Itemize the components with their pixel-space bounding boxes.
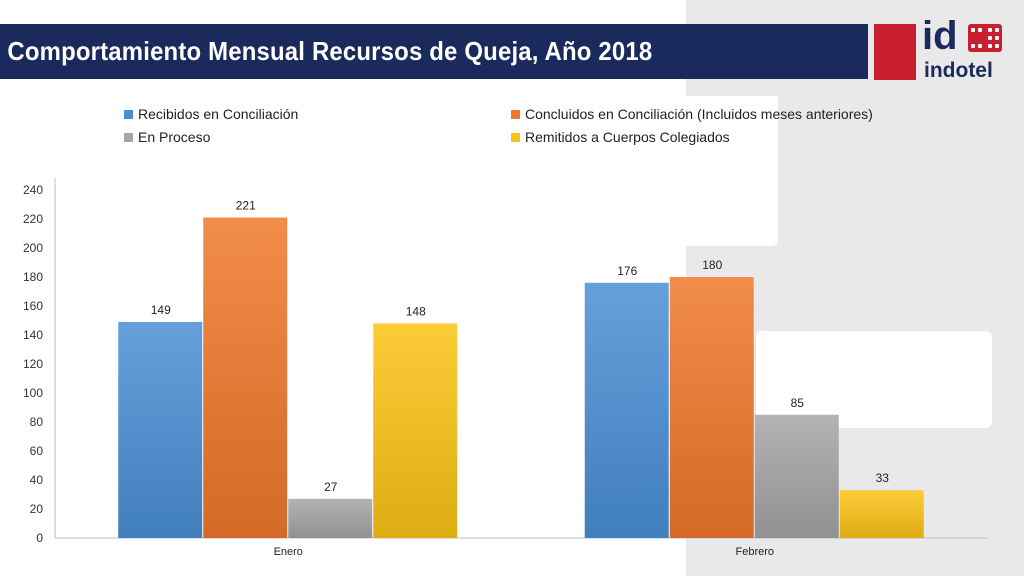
legend-label: En Proceso [138,129,211,145]
data-label: 149 [151,303,171,317]
y-tick-label: 140 [23,328,43,342]
data-label: 221 [236,199,256,213]
y-tick-label: 220 [23,212,43,226]
y-tick-label: 60 [30,444,44,458]
y-tick-label: 80 [30,415,44,429]
logo-red-block [874,24,916,80]
legend-item-en-proceso: En Proceso [124,129,210,145]
x-category-label: Febrero [735,546,774,558]
data-label: 180 [702,258,722,272]
data-label: 176 [617,264,637,278]
background-white-panel-mid [756,331,992,428]
y-tick-label: 100 [23,386,43,400]
indotel-logo: id indotel [922,16,1004,84]
background-white-panel-top [686,96,778,246]
y-tick-label: 0 [36,531,43,545]
y-tick-label: 40 [30,473,44,487]
data-label: 27 [324,480,338,494]
bar-enero-series-3 [373,323,458,538]
bar-febrero-series-2 [754,414,839,538]
x-category-label: Enero [274,546,303,558]
logo-keypad-icon [968,24,1002,52]
y-tick-label: 160 [23,299,43,313]
bar-enero-series-0 [118,321,203,538]
bar-enero-series-1 [203,217,288,539]
logo-mark: id [922,14,958,58]
legend-label: Concluidos en Conciliación (Incluidos me… [525,106,873,122]
legend-item-concluidos: Concluidos en Conciliación (Incluidos me… [511,106,873,122]
title-bar: Comportamiento Mensual Recursos de Queja… [0,24,868,79]
legend-item-remitidos: Remitidos a Cuerpos Colegiados [511,129,730,145]
data-label: 148 [406,304,426,318]
y-tick-label: 240 [23,183,43,197]
y-tick-label: 20 [30,502,44,516]
y-tick-label: 180 [23,270,43,284]
bar-febrero-series-0 [584,282,669,538]
bar-febrero-series-3 [839,490,924,538]
legend-label: Recibidos en Conciliación [138,106,299,122]
chart-legend: Recibidos en Conciliación Concluidos en … [0,104,1024,154]
bar-enero-series-2 [288,498,373,538]
bar-febrero-series-1 [669,277,754,538]
y-tick-label: 200 [23,241,43,255]
legend-item-recibidos: Recibidos en Conciliación [124,106,298,122]
data-label: 33 [876,471,890,485]
legend-swatch [511,109,520,119]
y-tick-label: 120 [23,357,43,371]
legend-swatch [511,132,520,142]
legend-swatch [124,132,133,142]
legend-label: Remitidos a Cuerpos Colegiados [525,129,730,145]
logo-wordmark: indotel [924,59,993,82]
legend-swatch [124,109,133,119]
data-label: 85 [791,396,805,410]
slide-title: Comportamiento Mensual Recursos de Queja… [7,36,653,66]
